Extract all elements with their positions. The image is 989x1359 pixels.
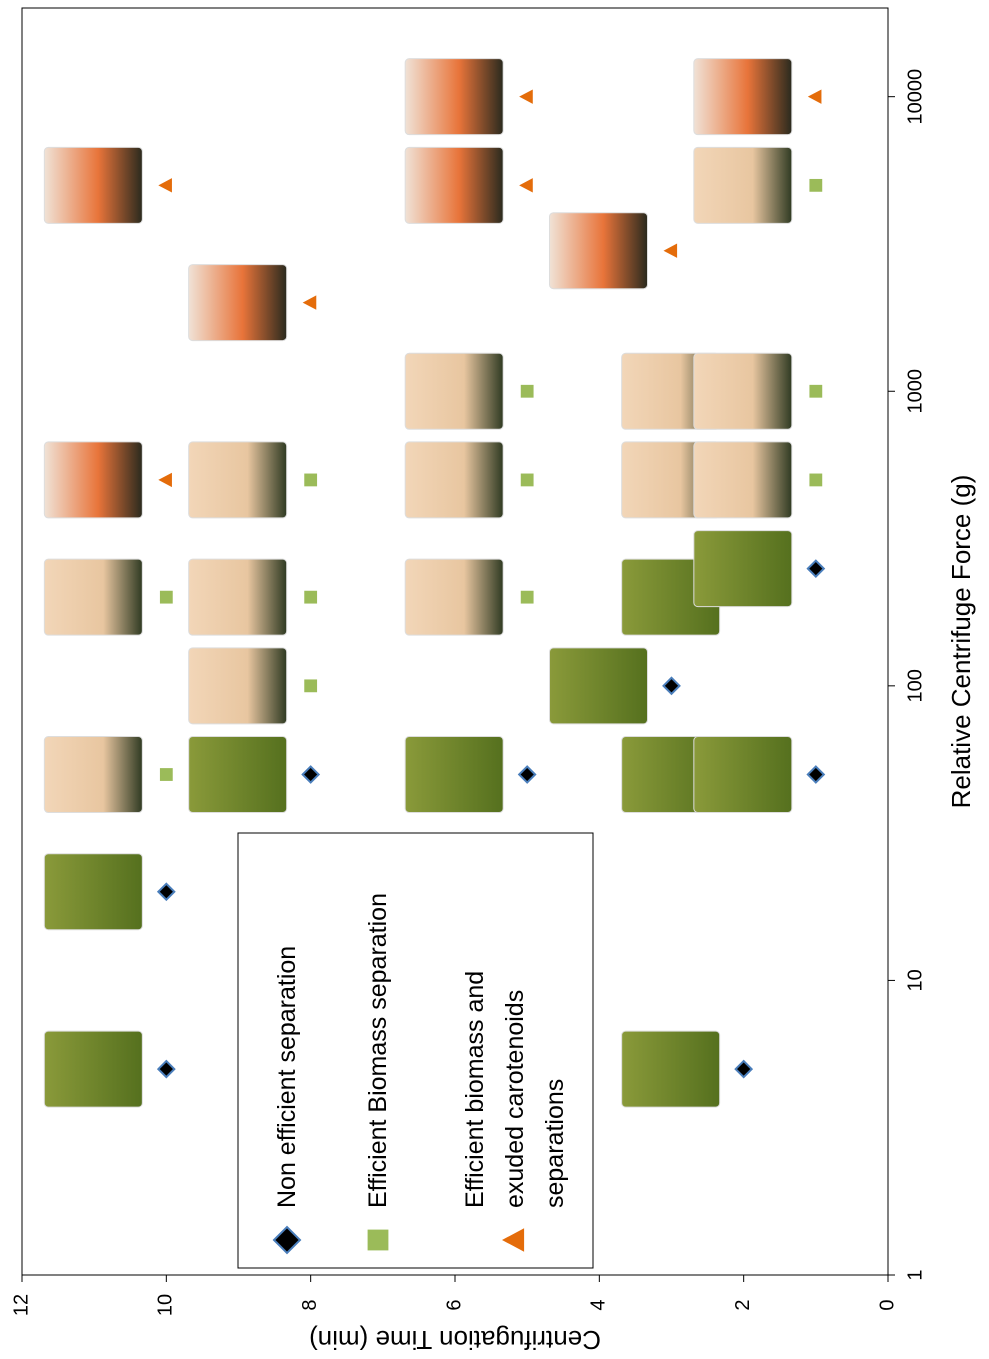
square-marker <box>159 590 173 604</box>
square-marker <box>304 473 318 487</box>
x-axis-title: Relative Centrifuge Force (g) <box>946 475 976 809</box>
diamond-marker <box>272 1225 302 1255</box>
y-tick-label: 6 <box>443 1299 465 1310</box>
photo <box>693 58 793 136</box>
diamond-marker <box>734 1059 754 1079</box>
photo <box>43 853 143 931</box>
square-marker <box>520 473 534 487</box>
square-marker <box>304 590 318 604</box>
photo <box>621 1030 721 1108</box>
diamond-marker <box>662 676 681 696</box>
legend-label: Efficient biomass and exuded carotenoids… <box>461 970 569 1208</box>
legend-label: Efficient Biomass separation <box>364 893 392 1208</box>
diamond-marker <box>806 559 826 579</box>
triangle-marker <box>502 1228 525 1252</box>
diamond-marker <box>517 765 537 784</box>
square-marker <box>809 473 823 487</box>
diamond-marker <box>156 1059 176 1079</box>
photo <box>43 146 143 224</box>
square-marker <box>304 679 318 693</box>
photo <box>404 441 504 519</box>
photo <box>188 736 288 814</box>
photo <box>404 58 504 136</box>
y-tick-label: 2 <box>732 1299 754 1310</box>
photo <box>43 736 143 814</box>
photo <box>693 441 793 519</box>
triangle-marker <box>807 89 822 104</box>
legend-label: Non efficient separation <box>273 945 301 1208</box>
triangle-marker <box>158 178 172 193</box>
legend-box <box>237 832 594 1269</box>
photo <box>693 530 793 608</box>
y-axis-title: Centrifugation Time (min) <box>309 1325 601 1355</box>
photo <box>549 212 648 290</box>
triangle-marker <box>519 178 533 193</box>
photo <box>404 352 504 430</box>
photo <box>693 352 793 430</box>
photo <box>188 264 288 342</box>
diamond-marker <box>301 765 321 784</box>
photo <box>188 441 288 519</box>
diamond-marker <box>156 882 176 902</box>
photo <box>693 736 793 814</box>
x-tick-label: 10 <box>904 969 926 991</box>
x-tick-label: 1000 <box>904 369 926 414</box>
x-tick-label: 10000 <box>904 69 926 125</box>
photo <box>404 736 504 814</box>
square-marker <box>809 384 823 398</box>
photo <box>43 441 143 519</box>
x-tick-label: 100 <box>904 669 926 702</box>
x-tick-label: 1 <box>904 1269 926 1280</box>
triangle-marker <box>302 295 317 310</box>
triangle-marker <box>519 89 533 104</box>
photo <box>43 1030 143 1108</box>
triangle-marker <box>663 243 678 258</box>
square-marker <box>367 1229 389 1251</box>
photo <box>188 647 288 725</box>
diamond-marker <box>806 765 826 784</box>
y-tick-label: 4 <box>588 1299 610 1310</box>
photo <box>693 146 793 224</box>
y-tick-label: 12 <box>10 1294 32 1316</box>
square-marker <box>520 590 534 604</box>
y-tick-label: 10 <box>155 1294 177 1316</box>
square-marker <box>809 178 823 192</box>
photo <box>549 647 648 725</box>
photo <box>404 146 504 224</box>
triangle-marker <box>158 472 172 488</box>
legend-entry: Efficient biomass and exuded carotenoids… <box>461 970 569 1208</box>
photo <box>188 558 288 636</box>
y-tick-label: 8 <box>299 1299 321 1310</box>
square-marker <box>159 768 173 781</box>
photo <box>43 558 143 636</box>
photo <box>404 558 504 636</box>
y-tick-label: 0 <box>876 1299 898 1310</box>
rotated-frame: 1 10 100 1000 10000 0 2 4 6 8 10 12 Relative Centrif… <box>10 7 976 1355</box>
square-marker <box>520 384 534 398</box>
